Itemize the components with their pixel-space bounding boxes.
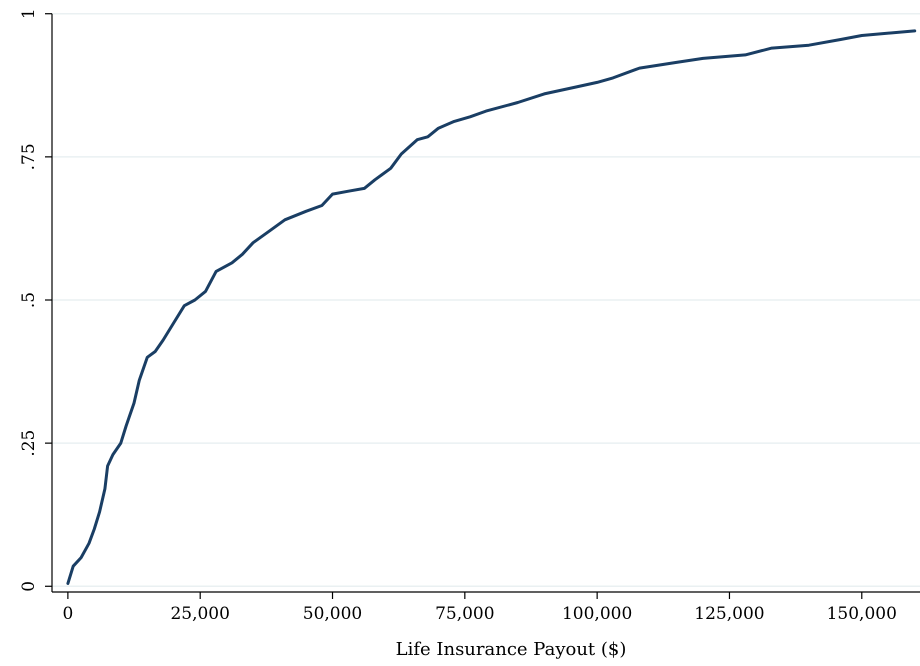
y-tick-label: 0	[19, 581, 39, 592]
series-layer	[66, 29, 917, 585]
x-tick-label: 25,000	[170, 604, 229, 624]
y-tick-label: 1	[19, 8, 39, 19]
ticks: 0 25,000 50,000 75,000 100,000 125,000 150,000…	[19, 8, 897, 624]
axes	[51, 13, 920, 593]
x-tick-label: 150,000	[827, 604, 897, 624]
y-tick-label: .25	[19, 430, 39, 457]
x-tick-label: 50,000	[303, 604, 362, 624]
y-tick-label: .75	[19, 143, 39, 170]
x-tick-label: 100,000	[562, 604, 632, 624]
gridlines	[52, 12, 920, 588]
x-tick-label: 75,000	[435, 604, 494, 624]
y-tick-label: .5	[19, 292, 39, 308]
x-axis-title: Life Insurance Payout ($)	[396, 639, 627, 660]
series-line-0	[66, 29, 917, 585]
x-tick-label: 0	[62, 604, 73, 624]
x-tick-label: 125,000	[694, 604, 764, 624]
